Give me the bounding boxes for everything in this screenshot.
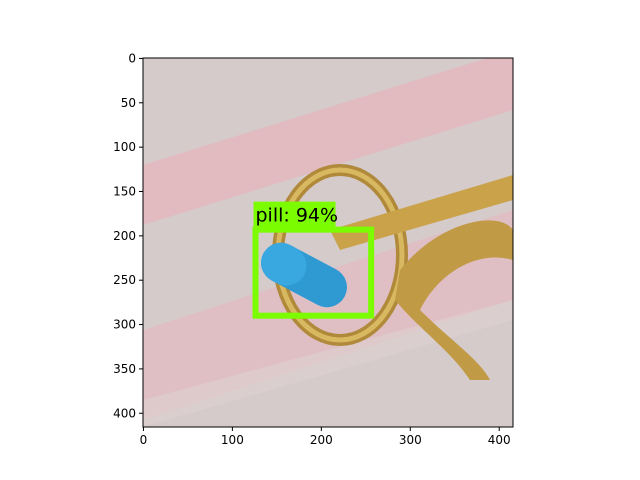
y-tick-label: 250 <box>113 273 136 287</box>
label-background <box>253 201 336 228</box>
y-tick-label: 200 <box>113 229 136 243</box>
y-tick-label: 50 <box>121 96 136 110</box>
x-tick-label: 100 <box>221 433 244 447</box>
box-label: pill: 94% <box>256 205 339 227</box>
y-tick-label: 0 <box>128 51 136 65</box>
y-tick-label: 150 <box>113 184 136 198</box>
x-tick-label: 200 <box>310 433 333 447</box>
bounding-box <box>252 226 375 319</box>
y-tick-label: 300 <box>113 318 136 332</box>
y-tick-label: 400 <box>113 406 136 420</box>
x-tick-label: 400 <box>488 433 511 447</box>
x-tick-label: 0 <box>140 433 148 447</box>
photo <box>143 58 513 427</box>
axes-frame <box>142 57 514 428</box>
x-tick-label: 300 <box>399 433 422 447</box>
y-tick-label: 350 <box>113 362 136 376</box>
y-tick-label: 100 <box>113 140 136 154</box>
